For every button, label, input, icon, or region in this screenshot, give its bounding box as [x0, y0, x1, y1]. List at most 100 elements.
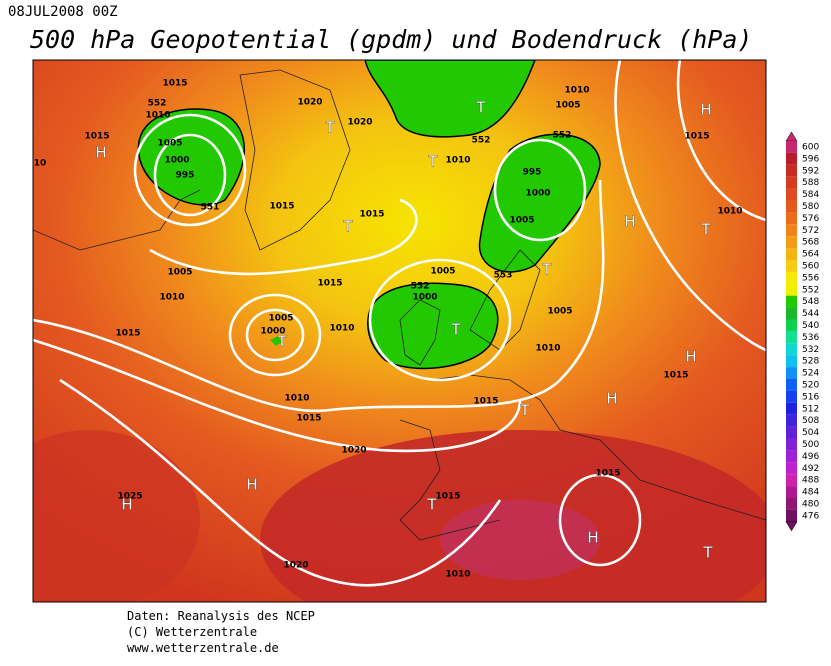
colorbar-label: 540 [802, 321, 819, 331]
pressure-center: H [121, 496, 132, 514]
isobar-label: 552 [472, 136, 491, 146]
colorbar-swatch [786, 188, 797, 201]
isobar-label: 1005 [167, 268, 192, 278]
isobar-label: 1005 [547, 307, 572, 317]
colorbar-swatch [786, 307, 797, 320]
footer-line: www.wetterzentrale.de [127, 641, 279, 655]
colorbar-label: 596 [802, 154, 819, 164]
pressure-center: T [700, 221, 711, 239]
isobar-label: 10 [34, 159, 47, 169]
colorbar-label: 544 [802, 309, 819, 319]
colorbar-label: 556 [802, 273, 819, 283]
colorbar-swatch [786, 462, 797, 475]
colorbar-label: 476 [802, 511, 819, 521]
footer-line: Daten: Reanalysis des NCEP [127, 609, 315, 623]
colorbar-swatch [786, 295, 797, 308]
colorbar-label: 568 [802, 238, 819, 248]
isobar-label: 1015 [84, 132, 109, 142]
isobar-label: 1015 [435, 492, 460, 502]
colorbar-swatch [786, 248, 797, 260]
colorbar-label: 512 [802, 404, 819, 414]
pressure-center: H [624, 213, 635, 231]
pressure-center: T [276, 333, 287, 351]
colorbar-swatch [786, 164, 797, 177]
colorbar-cap [785, 131, 798, 142]
colorbar-swatch [786, 355, 797, 368]
pressure-center: T [427, 153, 438, 171]
pressure-center: H [246, 476, 257, 494]
colorbar-swatch [786, 200, 797, 213]
isobar-label: 995 [176, 171, 195, 181]
isobar-label: 1005 [430, 267, 455, 277]
isobar-label: 552 [553, 131, 572, 141]
isobar-label: 1010 [717, 207, 742, 217]
colorbar-label: 484 [802, 488, 819, 498]
pressure-center: T [324, 119, 335, 137]
isobar-label: 1010 [445, 570, 470, 580]
colorbar-swatch [786, 319, 797, 332]
colorbar-swatch [786, 271, 797, 284]
isobar-label: 1010 [445, 156, 470, 166]
colorbar-swatch [786, 176, 797, 189]
colorbar-swatch [786, 509, 797, 522]
isobar-label: 1010 [284, 394, 309, 404]
isobar-label: 1010 [329, 324, 354, 334]
isobar-label: 1000 [260, 327, 285, 337]
colorbar-swatch [786, 426, 797, 439]
isobar-label: 1005 [268, 314, 293, 324]
date: 08JUL2008 00Z [8, 4, 118, 20]
isobar-label: 1015 [684, 132, 709, 142]
colorbar-swatch [786, 474, 797, 487]
colorbar-label: 552 [802, 285, 819, 295]
isobar-label: 1015 [296, 414, 321, 424]
colorbar-cap [785, 521, 798, 532]
isobar-label: 1010 [159, 293, 184, 303]
colorbar-swatch [786, 402, 797, 415]
colorbar-swatch [786, 224, 797, 237]
colorbar-label: 536 [802, 333, 819, 343]
colorbar-label: 488 [802, 476, 819, 486]
colorbar-label: 520 [802, 380, 819, 390]
pressure-center: H [95, 144, 106, 162]
isobars [33, 60, 766, 587]
isobar-label: 1000 [525, 189, 550, 199]
colorbar-swatch [786, 141, 797, 153]
colorbar-swatch [786, 390, 797, 403]
isobar-label: 552 [411, 282, 430, 292]
isobar-label: 1015 [473, 397, 498, 407]
pressure-center: H [587, 529, 598, 547]
isobar-label: 1015 [317, 279, 342, 289]
colorbar-label: 580 [802, 202, 819, 212]
colorbar-label: 560 [802, 261, 819, 271]
pressure-center: H [700, 101, 711, 119]
colorbar-swatch [786, 379, 797, 391]
colorbar-swatch [786, 414, 797, 427]
colorbar-swatch [786, 283, 797, 296]
colorbar-label: 524 [802, 369, 819, 379]
isobar-label: 1020 [283, 561, 308, 571]
colorbar-label: 592 [802, 166, 819, 176]
isobar-label: 1010 [145, 111, 170, 121]
isobar-label: 1015 [115, 329, 140, 339]
isobar-label: 1005 [509, 216, 534, 226]
colorbar-swatch [786, 486, 797, 498]
pressure-center: T [475, 99, 486, 117]
colorbar-swatch [786, 367, 797, 379]
isobar-label: 1015 [595, 469, 620, 479]
isobar-label: 1000 [164, 156, 189, 166]
isobar-label: 995 [523, 168, 542, 178]
colorbar-swatch [786, 331, 797, 344]
colorbar-swatch [786, 260, 797, 272]
colorbar-label: 528 [802, 357, 819, 367]
colorbar-label: 584 [802, 190, 819, 200]
colorbar-swatch [786, 152, 797, 165]
coastlines [33, 69, 766, 541]
isobar-label: 552 [148, 99, 167, 109]
isobar-label: 1010 [564, 86, 589, 96]
colorbar-label: 516 [802, 392, 819, 402]
isobar-label: 1015 [663, 371, 688, 381]
title: 500 hPa Geopotential (gpdm) und Bodendru… [30, 25, 752, 54]
colorbar-swatch [786, 212, 797, 225]
pressure-center: T [702, 544, 713, 562]
